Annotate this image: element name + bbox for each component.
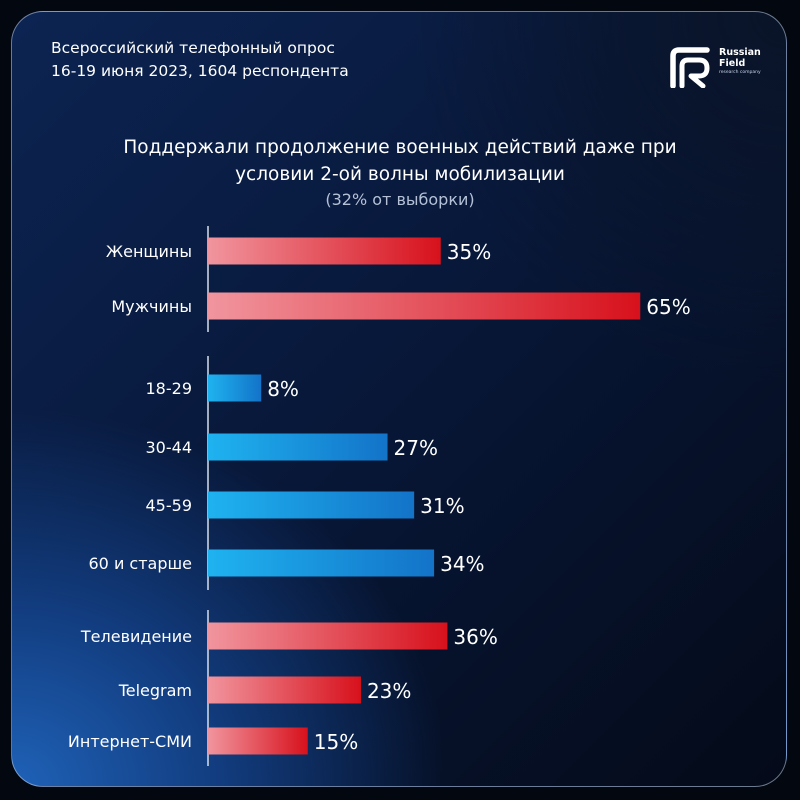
value-label: 8% [267,377,299,401]
category-label: Telegram [118,681,192,700]
category-label: 60 и старше [89,554,193,573]
bar [208,549,435,577]
survey-line-1: Всероссийский телефонный опрос [51,39,335,57]
logo-subtitle: research company [719,70,761,75]
category-label: Интернет-СМИ [68,732,192,751]
chart-subtitle: (32% от выборки) [325,190,475,209]
chart-title-line-2: условии 2-ой волны мобилизации [235,164,565,185]
value-label: 36% [453,625,497,649]
bar [208,727,308,755]
value-label: 31% [420,494,464,518]
bar [208,491,415,519]
infographic-card [11,11,787,787]
value-label: 34% [440,552,484,576]
bar [208,237,441,265]
category-label: Телевидение [80,627,192,646]
bar [208,622,448,650]
logo-wordmark: Russian Field [719,47,761,69]
value-label: 35% [447,240,491,264]
logo-line-1: Russian [719,47,761,58]
category-label: Женщины [106,242,192,261]
survey-line-2: 16-19 июня 2023, 1604 респондента [51,62,349,80]
value-label: 15% [314,730,358,754]
value-label: 27% [394,436,438,460]
category-label: Мужчины [111,297,192,316]
chart-title: Поддержали продолжение военных действий … [60,134,740,188]
russian-field-logo-icon [670,47,710,89]
value-label: 65% [646,295,690,319]
bar [208,433,388,461]
logo-line-2: Field [719,58,746,69]
chart-title-line-1: Поддержали продолжение военных действий … [123,137,677,158]
value-label: 23% [367,679,411,703]
category-label: 18-29 [146,379,193,398]
bar [208,676,361,704]
category-label: 30-44 [146,438,193,457]
survey-info: Всероссийский телефонный опрос 16-19 июн… [51,37,349,83]
bar [208,374,262,402]
russian-field-logo: Russian Field research company [669,46,769,89]
category-label: 45-59 [146,496,193,515]
bar [208,292,641,320]
